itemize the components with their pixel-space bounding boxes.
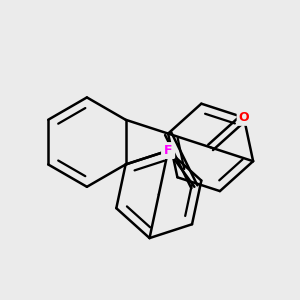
Text: F: F <box>164 144 172 157</box>
Text: N: N <box>163 144 173 157</box>
Text: O: O <box>238 111 249 124</box>
